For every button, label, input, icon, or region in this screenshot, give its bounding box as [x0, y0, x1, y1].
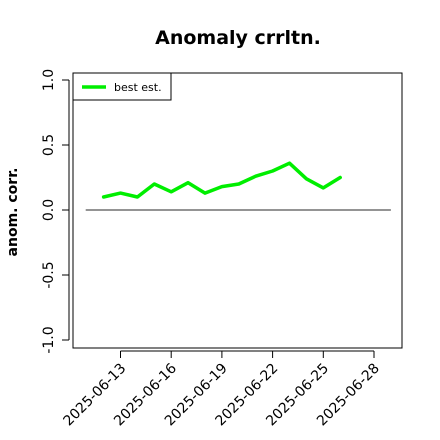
y-tick-label: 0.5 [41, 134, 57, 156]
y-tick-label: 1.0 [41, 69, 57, 91]
y-tick-label: -1.0 [41, 326, 57, 353]
series-line-best-est [101, 161, 342, 199]
legend-label-best-est: best est. [114, 81, 162, 94]
chart-title: Anomaly crrltn. [155, 27, 321, 49]
y-axis-label: anom. corr. [5, 168, 21, 257]
plot-frame [72, 72, 403, 349]
plot-area: -1.0-0.50.00.51.02025-06-132025-06-16202… [41, 69, 403, 429]
y-tick-label: 0.0 [41, 199, 57, 221]
y-tick-label: -0.5 [41, 261, 57, 288]
